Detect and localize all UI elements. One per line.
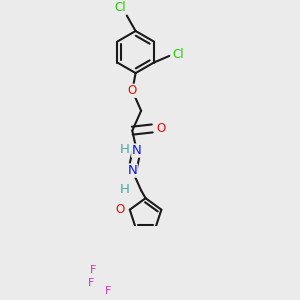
Text: F: F xyxy=(88,278,94,288)
Text: F: F xyxy=(105,286,112,296)
Text: N: N xyxy=(132,144,142,157)
Text: O: O xyxy=(115,203,124,216)
Text: Cl: Cl xyxy=(114,1,126,14)
Text: O: O xyxy=(128,84,137,97)
Text: H: H xyxy=(120,143,130,156)
Text: N: N xyxy=(128,164,137,177)
Text: F: F xyxy=(90,265,96,275)
Text: H: H xyxy=(120,183,130,196)
Text: O: O xyxy=(156,122,166,135)
Text: Cl: Cl xyxy=(172,48,184,61)
